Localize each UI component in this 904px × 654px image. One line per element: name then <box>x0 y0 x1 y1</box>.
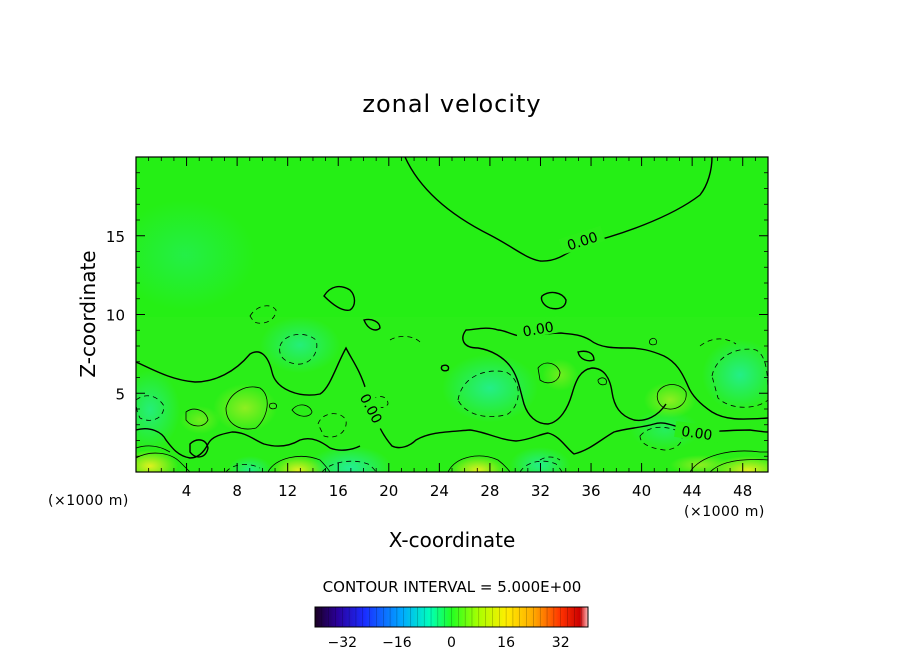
colorbar-tick-label: −16 <box>382 635 412 651</box>
contour-label: 0.00 <box>680 424 713 444</box>
colorbar-frame <box>314 606 589 628</box>
negative-pocket <box>630 410 700 450</box>
x-units-left: (×1000 m) <box>48 493 129 509</box>
colorbar-tick-label: −32 <box>328 635 358 651</box>
contour-interval-text: CONTOUR INTERVAL = 5.000E+00 <box>323 578 582 596</box>
negative-pocket <box>702 339 768 411</box>
negative-pocket <box>442 354 538 422</box>
x-tick-label: 48 <box>733 482 752 500</box>
zero-contours <box>136 157 768 459</box>
positive-contours <box>136 337 768 472</box>
x-axis-ticks: 4 8 12 16 20 24 28 32 36 40 44 48 <box>148 157 756 500</box>
x-tick-label: 44 <box>683 482 702 500</box>
x-tick-label: 12 <box>278 482 297 500</box>
positive-pocket <box>213 384 277 432</box>
x-tick-label: 8 <box>232 482 242 500</box>
positive-pocket <box>180 406 220 434</box>
x-units-right: (×1000 m) <box>684 504 765 520</box>
y-axis-label: Z-coordinate <box>76 250 100 377</box>
x-tick-label: 36 <box>581 482 600 500</box>
y-tick-label: 10 <box>106 307 125 325</box>
x-tick-label: 24 <box>430 482 449 500</box>
y-tick-label: 5 <box>115 385 125 403</box>
negative-pocket <box>510 447 570 472</box>
negative-pocket <box>260 317 340 373</box>
x-tick-label: 32 <box>531 482 550 500</box>
colorbar-tick-label: 16 <box>497 635 515 651</box>
positive-pocket <box>644 382 696 418</box>
negative-pocket <box>228 456 272 472</box>
negative-pocket <box>136 200 255 310</box>
contour-labels: 0.00 0.00 0.00 0.00 <box>354 225 720 444</box>
colorbar-tick-label: 32 <box>552 635 570 651</box>
negative-contours <box>136 305 768 472</box>
positive-pocket <box>450 456 506 472</box>
negative-pocket <box>308 446 392 472</box>
colorbar-tick-label: 0 <box>447 635 456 651</box>
colorbar: −32 −16 0 16 32 <box>314 606 589 651</box>
negative-pocket <box>136 370 180 450</box>
positive-pocket <box>272 456 324 472</box>
colorbar-bins <box>321 607 582 627</box>
chart-title: zonal velocity <box>362 90 541 118</box>
y-axis-ticks: 5 10 15 <box>106 172 768 457</box>
colorbar-ticks: −32 −16 0 16 32 <box>328 635 570 651</box>
x-axis-label: X-coordinate <box>389 528 516 552</box>
contour-label: 0.00 <box>522 319 555 340</box>
y-tick-label: 15 <box>106 228 125 246</box>
x-tick-label: 4 <box>182 482 192 500</box>
x-tick-label: 40 <box>632 482 651 500</box>
x-tick-label: 16 <box>329 482 348 500</box>
positive-pocket <box>136 450 178 472</box>
contour-field: 0.00 0.00 0.00 0.00 <box>136 157 768 472</box>
x-tick-label: 28 <box>480 482 499 500</box>
x-tick-label: 20 <box>379 482 398 500</box>
